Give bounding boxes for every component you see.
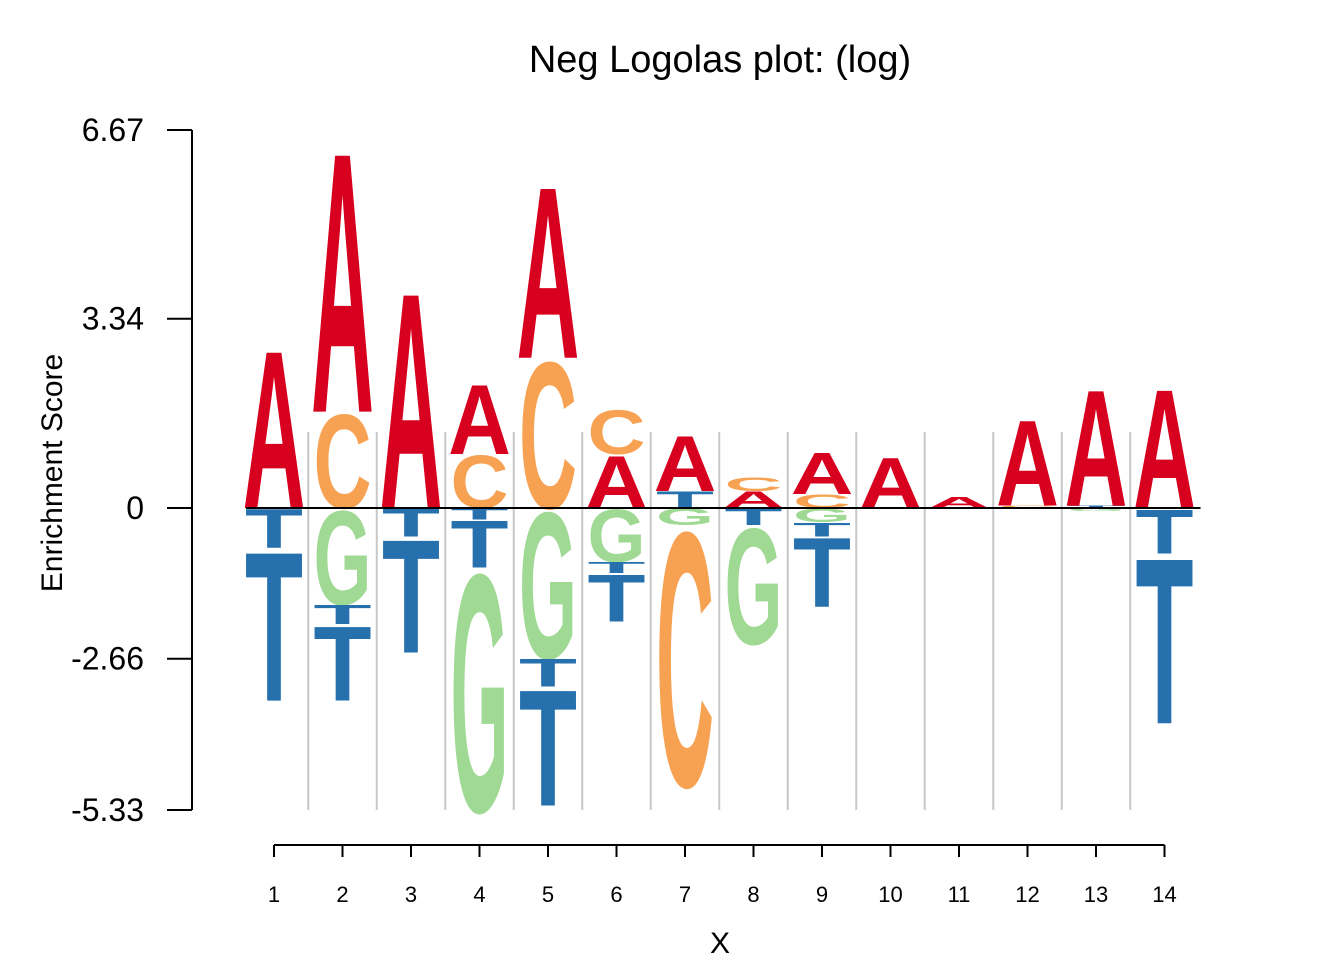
logo-letter-C: C [587, 398, 645, 468]
logo-letter-A: A [996, 395, 1059, 532]
y-axis: 6.67 3.34 0 -2.66 -5.33 [71, 112, 193, 828]
logo-letter-T: T [519, 654, 577, 841]
logo-letter-T: T [1067, 505, 1125, 509]
x-tick-label: 3 [405, 882, 417, 907]
y-tick-label: 0 [126, 490, 144, 526]
logo-letter-T: T [451, 508, 509, 582]
logo-letter-T: T [314, 599, 372, 630]
logo-letter-C: C [998, 505, 1056, 509]
x-axis-label: X [710, 927, 730, 960]
logo-letter-C: C [656, 456, 714, 863]
x-tick-label: 9 [816, 882, 828, 907]
x-tick-label: 12 [1015, 882, 1039, 907]
y-axis-label: Enrichment Score [36, 354, 69, 592]
logo-letter-G: G [793, 504, 851, 526]
logo-letter-A: A [1133, 354, 1196, 544]
x-tick-label: 4 [473, 882, 485, 907]
logo-letter-A: A [448, 365, 511, 475]
logo-letter-A: A [791, 440, 854, 506]
logo-letter-T: T [588, 559, 646, 577]
y-tick-label: -5.33 [71, 792, 144, 828]
x-tick-label: 11 [948, 882, 971, 907]
logo-letter-C: C [450, 441, 508, 524]
logo-letter-T: T [245, 508, 303, 747]
x-tick-label: 5 [542, 882, 554, 907]
y-tick-label: -2.66 [71, 641, 144, 677]
logo-letter-G: G [519, 470, 577, 703]
x-tick-label: 2 [336, 882, 348, 907]
logo-letter-G: G [314, 484, 372, 634]
logo-letter-A: A [311, 76, 374, 492]
y-tick-label: 3.34 [82, 301, 144, 337]
logo-letter-T: T [588, 562, 646, 636]
logo-letter-T: T [1136, 509, 1194, 774]
logo-letter-C: C [793, 490, 851, 512]
logo-letter-A: A [654, 420, 717, 509]
logo-letter-A: A [585, 440, 648, 524]
x-tick-label: 14 [1152, 882, 1176, 907]
logo-letter-T: T [451, 505, 509, 523]
position-separators [307, 432, 1132, 810]
logo-letter-A: A [859, 442, 922, 524]
logo-letter-A: A [1065, 357, 1128, 542]
logo-letter-T: T [314, 605, 372, 723]
logo-letter-A: A [517, 137, 580, 412]
logo-letter-C: C [724, 473, 782, 495]
logo-letter-G: G [451, 504, 509, 884]
x-tick-label: 7 [679, 882, 691, 907]
x-axis: 1 2 3 4 5 6 7 8 9 10 11 12 13 14 [268, 844, 1177, 907]
x-tick-label: 1 [268, 882, 280, 907]
chart-title: Neg Logolas plot: (log) [529, 39, 911, 81]
logo-letter-A: A [243, 305, 306, 557]
logo-letter-C: C [519, 318, 577, 553]
x-tick-label: 8 [747, 882, 759, 907]
logo-letter-C: C [313, 388, 371, 537]
x-tick-label: 10 [878, 882, 902, 907]
y-tick-label: 6.67 [82, 112, 144, 148]
logo-letter-G: G [1067, 507, 1125, 511]
logo-letter-A: A [380, 230, 443, 574]
logo-letter-T: T [519, 651, 577, 695]
x-tick-label: 13 [1084, 882, 1108, 907]
x-tick-label: 6 [610, 882, 622, 907]
logo-letter-T: T [793, 517, 851, 628]
logo-letter-T: T [382, 507, 440, 688]
logo-letter-G: G [725, 494, 783, 680]
logo-letter-T: T [793, 518, 851, 540]
